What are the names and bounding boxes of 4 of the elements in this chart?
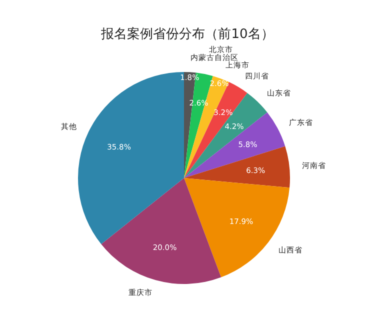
pie-slice [184, 146, 290, 188]
pie-slice [101, 178, 222, 284]
pie-slice [184, 92, 268, 178]
chart-title: 报名案例省份分布（前10名） [100, 26, 274, 42]
